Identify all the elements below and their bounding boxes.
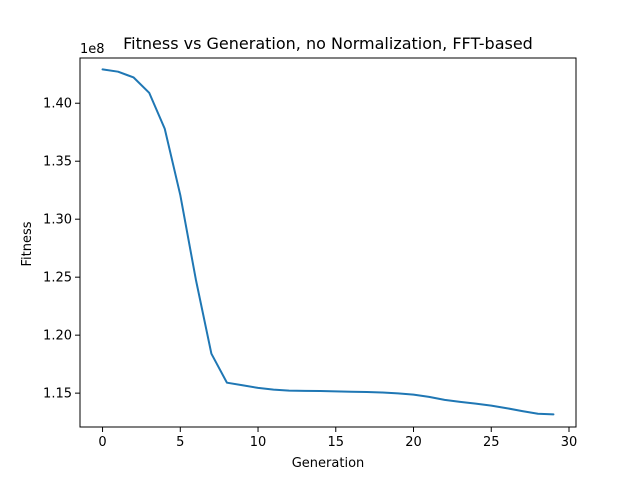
y-tick-label: 1.30 [43,213,72,228]
y-tick-label: 1.35 [43,155,72,170]
y-tick-label: 1.20 [43,329,72,344]
axes-frame [79,57,577,428]
y-tick-label: 1.40 [43,97,72,112]
x-tick-label: 30 [561,435,578,450]
x-tick-label: 15 [328,435,345,450]
y-tick-label: 1.25 [43,271,72,286]
series-line-0 [101,68,555,416]
x-tick-label: 5 [176,435,184,450]
plot-area: 0 5 10 15 20 25 30 1.15 1.20 1.25 1.30 1.35 1.40 [43,57,578,450]
x-tick-label: 10 [250,435,267,450]
y-axis-label: Fitness [20,221,35,266]
chart-title: Fitness vs Generation, no Normalization,… [123,34,533,53]
x-tick-label: 0 [98,435,106,450]
y-offset-label: 1e8 [80,42,105,57]
y-tick-label: 1.15 [43,387,72,402]
x-tick-label: 20 [405,435,422,450]
x-tick-label: 25 [483,435,500,450]
x-axis-label: Generation [292,456,365,471]
